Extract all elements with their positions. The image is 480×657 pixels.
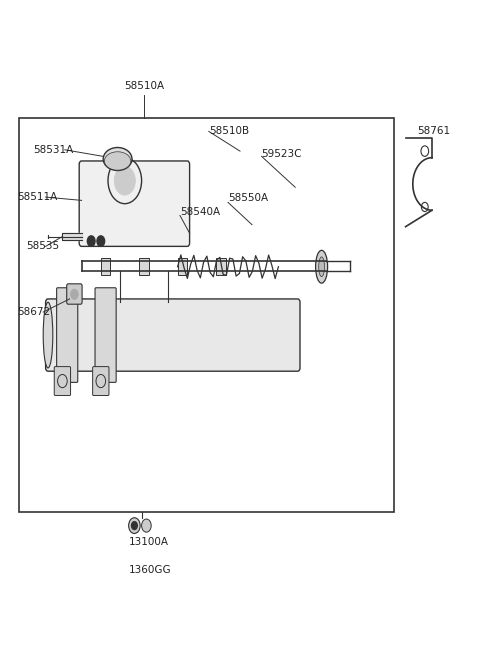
Text: 58511A: 58511A xyxy=(17,192,57,202)
Circle shape xyxy=(421,202,428,212)
Text: 59523C: 59523C xyxy=(262,149,302,160)
FancyBboxPatch shape xyxy=(139,258,149,275)
FancyBboxPatch shape xyxy=(178,258,187,275)
Text: 1360GG: 1360GG xyxy=(129,565,171,576)
Text: 58510B: 58510B xyxy=(209,126,249,137)
FancyBboxPatch shape xyxy=(93,367,109,396)
Ellipse shape xyxy=(103,148,132,170)
Ellipse shape xyxy=(319,257,324,277)
Circle shape xyxy=(132,522,137,530)
Circle shape xyxy=(129,518,140,533)
Ellipse shape xyxy=(43,302,53,368)
Text: 58761: 58761 xyxy=(418,126,451,137)
FancyBboxPatch shape xyxy=(216,258,226,275)
Circle shape xyxy=(71,289,78,300)
Circle shape xyxy=(142,519,151,532)
FancyBboxPatch shape xyxy=(67,284,82,304)
Circle shape xyxy=(114,166,135,195)
Text: 58535: 58535 xyxy=(26,241,60,252)
Text: 58550A: 58550A xyxy=(228,193,268,204)
FancyBboxPatch shape xyxy=(46,299,300,371)
FancyBboxPatch shape xyxy=(101,258,110,275)
Text: 58672: 58672 xyxy=(17,307,50,317)
Circle shape xyxy=(97,236,105,246)
FancyBboxPatch shape xyxy=(54,367,71,396)
FancyBboxPatch shape xyxy=(57,288,78,382)
Text: 58510A: 58510A xyxy=(124,81,164,91)
Text: 58540A: 58540A xyxy=(180,206,220,217)
Ellipse shape xyxy=(316,250,327,283)
Polygon shape xyxy=(62,233,82,240)
FancyBboxPatch shape xyxy=(95,288,116,382)
Circle shape xyxy=(87,236,95,246)
Circle shape xyxy=(421,146,429,156)
FancyBboxPatch shape xyxy=(79,161,190,246)
Text: 13100A: 13100A xyxy=(129,537,168,547)
Ellipse shape xyxy=(104,152,131,170)
Text: 58531A: 58531A xyxy=(34,145,74,155)
